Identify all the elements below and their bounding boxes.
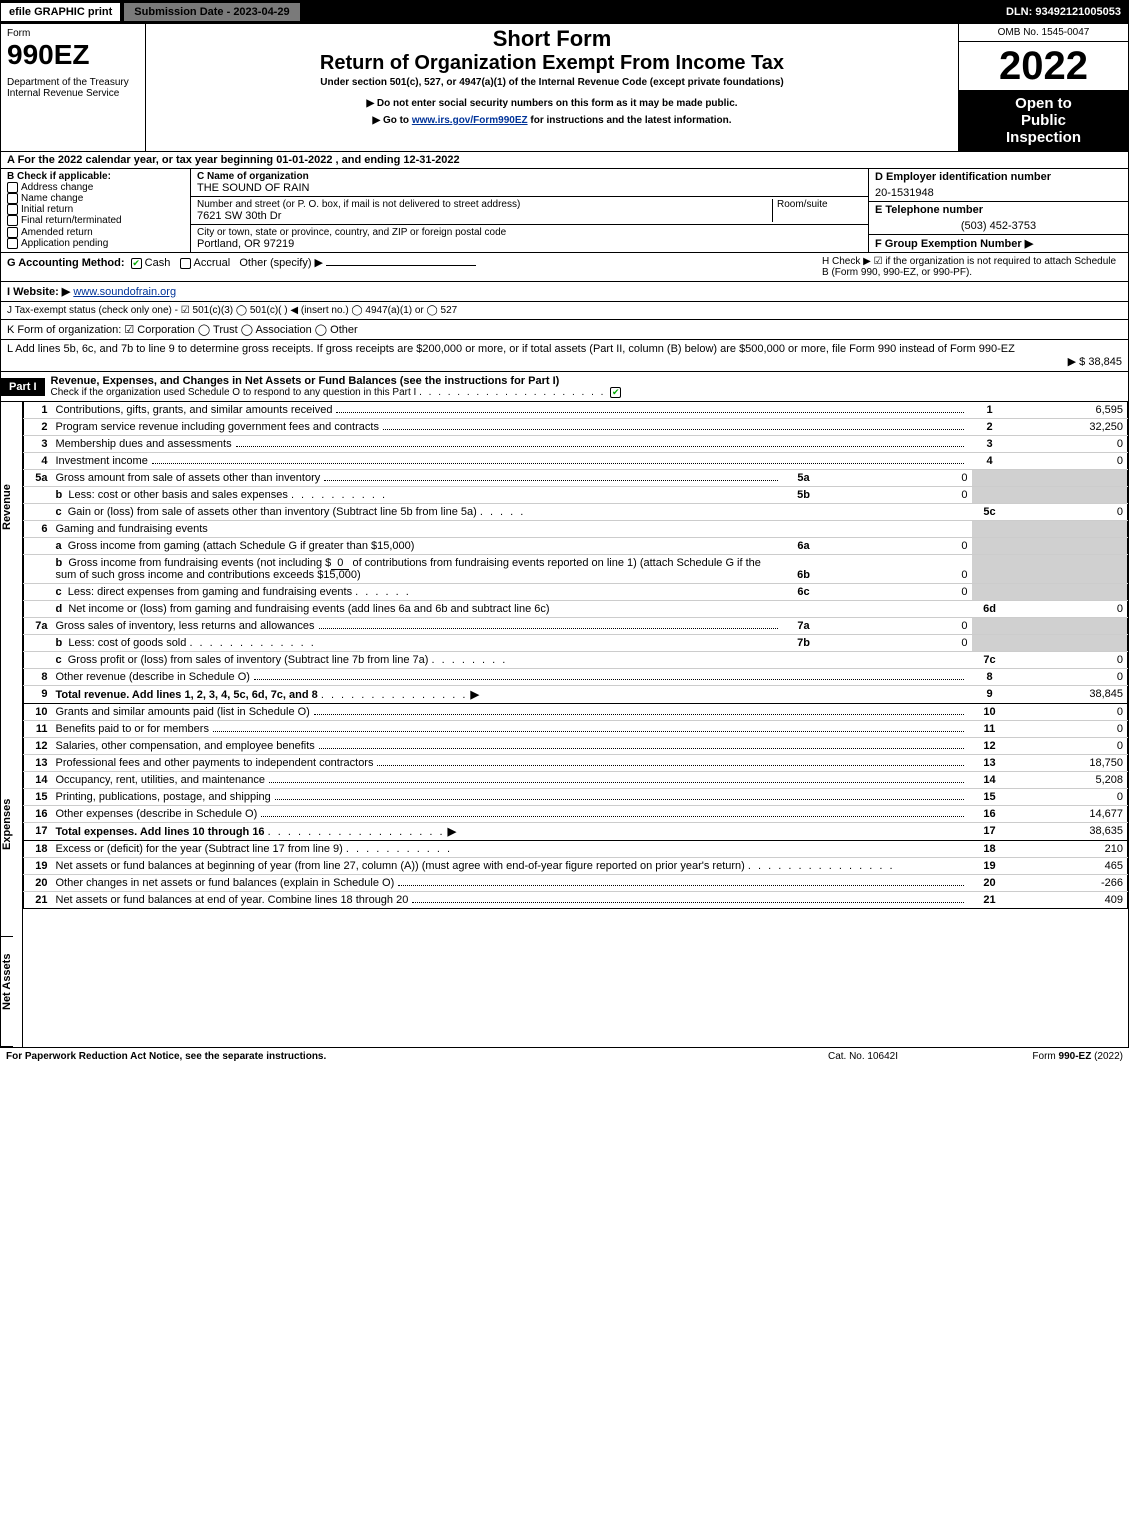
line-16: 16Other expenses (describe in Schedule O… [24,806,1128,823]
dln: DLN: 93492121005053 [998,3,1129,21]
line-9: 9Total revenue. Add lines 1, 2, 3, 4, 5c… [24,686,1128,704]
line-1: 1Contributions, gifts, grants, and simil… [24,402,1128,419]
side-revenue: Revenue [1,402,13,762]
section-gh: G Accounting Method: Cash Accrual Other … [0,253,1129,282]
org-name: THE SOUND OF RAIN [197,182,862,194]
line-4: 4Investment income40 [24,453,1128,470]
other-specify: Other (specify) ▶ [239,257,323,269]
line-2: 2Program service revenue including gover… [24,419,1128,436]
line-5a: 5aGross amount from sale of assets other… [24,470,1128,487]
part-i-badge: Part I [1,378,45,396]
section-k: K Form of organization: ☑ Corporation ◯ … [0,320,1129,340]
l-amount: ▶ $ 38,845 [7,355,1122,368]
line-6a: a Gross income from gaming (attach Sched… [24,538,1128,555]
part-i-title: Revenue, Expenses, and Changes in Net As… [51,375,1122,387]
side-expenses: Expenses [1,762,13,937]
section-a: A For the 2022 calendar year, or tax yea… [0,152,1129,169]
chk-amended-return[interactable]: Amended return [7,227,184,238]
line-17: 17Total expenses. Add lines 10 through 1… [24,823,1128,841]
efile-print-button[interactable]: efile GRAPHIC print [0,2,121,22]
line-7b: b Less: cost of goods sold . . . . . . .… [24,635,1128,652]
l-text: L Add lines 5b, 6c, and 7b to line 9 to … [7,343,1122,355]
line-6d: d Net income or (loss) from gaming and f… [24,601,1128,618]
part-i-header: Part I Revenue, Expenses, and Changes in… [0,372,1129,402]
line-5c: c Gain or (loss) from sale of assets oth… [24,504,1128,521]
chk-cash[interactable] [131,258,142,269]
line-21: 21Net assets or fund balances at end of … [24,892,1128,909]
section-l: L Add lines 5b, 6c, and 7b to line 9 to … [0,340,1129,372]
line-5b: b Less: cost or other basis and sales ex… [24,487,1128,504]
line-11: 11Benefits paid to or for members110 [24,721,1128,738]
line-10: 10Grants and similar amounts paid (list … [24,704,1128,721]
org-city: Portland, OR 97219 [197,238,862,250]
form-label: Form [7,28,139,39]
room-label: Room/suite [777,199,862,210]
section-j: J Tax-exempt status (check only one) - ☑… [0,302,1129,320]
open-to-public: Open to Public Inspection [959,90,1128,151]
line-7a: 7aGross sales of inventory, less returns… [24,618,1128,635]
street-label: Number and street (or P. O. box, if mail… [197,199,772,210]
section-h: H Check ▶ ☑ if the organization is not r… [822,256,1122,278]
dept-label: Department of the Treasury Internal Reve… [7,77,139,99]
website-link[interactable]: www.soundofrain.org [73,286,176,298]
g-label: G Accounting Method: [7,257,125,269]
line-15: 15Printing, publications, postage, and s… [24,789,1128,806]
line-6c: c Less: direct expenses from gaming and … [24,584,1128,601]
part-i-check-text: Check if the organization used Schedule … [51,387,417,398]
org-street: 7621 SW 30th Dr [197,210,772,222]
ein: 20-1531948 [869,185,1128,202]
footer-left: For Paperwork Reduction Act Notice, see … [6,1051,763,1062]
submission-date: Submission Date - 2023-04-29 [123,2,300,22]
d-ein-label: D Employer identification number [869,169,1128,185]
line-13: 13Professional fees and other payments t… [24,755,1128,772]
form-number: 990EZ [7,39,139,71]
side-netassets: Net Assets [1,937,13,1047]
tax-year: 2022 [959,42,1128,90]
part-i-grid: Revenue Expenses Net Assets 1Contributio… [0,402,1129,1048]
note-ssn: ▶ Do not enter social security numbers o… [150,98,954,109]
line-3: 3Membership dues and assessments30 [24,436,1128,453]
line-20: 20Other changes in net assets or fund ba… [24,875,1128,892]
line-6: 6Gaming and fundraising events [24,521,1128,538]
omb-number: OMB No. 1545-0047 [959,24,1128,42]
section-b-label: B Check if applicable: [7,171,184,182]
chk-initial-return[interactable]: Initial return [7,204,184,215]
city-label: City or town, state or province, country… [197,227,862,238]
chk-name-change[interactable]: Name change [7,193,184,204]
line-7c: c Gross profit or (loss) from sales of i… [24,652,1128,669]
line-19: 19Net assets or fund balances at beginni… [24,858,1128,875]
f-group-label: F Group Exemption Number ▶ [869,235,1128,252]
section-i: I Website: ▶ www.soundofrain.org [0,282,1129,302]
other-specify-input[interactable] [326,265,476,266]
chk-application-pending[interactable]: Application pending [7,238,184,249]
form-header: Form 990EZ Department of the Treasury In… [0,24,1129,152]
line-12: 12Salaries, other compensation, and empl… [24,738,1128,755]
subtitle: Under section 501(c), 527, or 4947(a)(1)… [150,77,954,88]
side-labels: Revenue Expenses Net Assets [1,402,23,1047]
top-bar: efile GRAPHIC print Submission Date - 20… [0,0,1129,24]
footer-form: Form 990-EZ (2022) [963,1051,1123,1062]
line-6b: b Gross income from fundraising events (… [24,555,1128,584]
chk-accrual[interactable] [180,258,191,269]
section-bcdef: B Check if applicable: Address change Na… [0,169,1129,253]
e-phone-label: E Telephone number [869,202,1128,218]
title-short-form: Short Form [150,26,954,52]
line-14: 14Occupancy, rent, utilities, and mainte… [24,772,1128,789]
irs-link[interactable]: www.irs.gov/Form990EZ [412,115,528,126]
chk-schedule-o[interactable] [610,387,621,398]
title-return: Return of Organization Exempt From Incom… [150,52,954,75]
c-name-label: C Name of organization [197,171,862,182]
note-goto: ▶ Go to www.irs.gov/Form990EZ for instru… [150,115,954,126]
lines-table: 1Contributions, gifts, grants, and simil… [23,402,1128,909]
line-8: 8Other revenue (describe in Schedule O)8… [24,669,1128,686]
phone: (503) 452-3753 [869,218,1128,235]
chk-address-change[interactable]: Address change [7,182,184,193]
goto-pre: ▶ Go to [372,115,411,126]
goto-post: for instructions and the latest informat… [528,115,732,126]
chk-final-return[interactable]: Final return/terminated [7,215,184,226]
i-label: I Website: ▶ [7,286,70,298]
footer-cat: Cat. No. 10642I [763,1051,963,1062]
line-18: 18Excess or (deficit) for the year (Subt… [24,841,1128,858]
page-footer: For Paperwork Reduction Act Notice, see … [0,1048,1129,1065]
